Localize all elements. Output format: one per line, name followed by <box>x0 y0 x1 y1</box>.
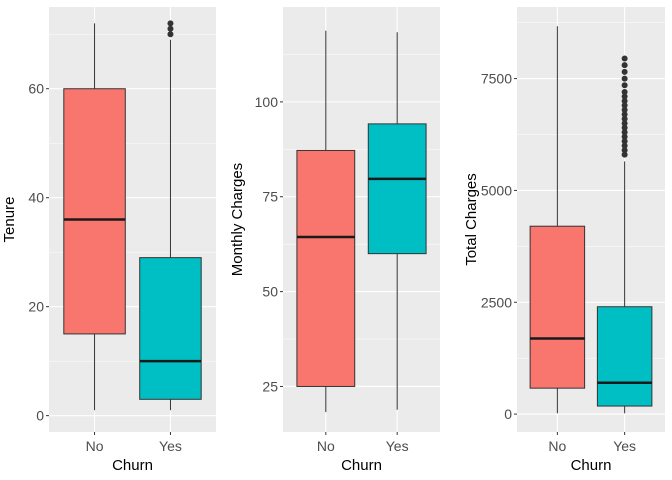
x-axis-title: Churn <box>571 457 612 474</box>
outlier-point <box>621 142 628 149</box>
box-iqr <box>63 88 126 335</box>
y-tick-label: 75 <box>262 189 278 205</box>
y-tick-label: 25 <box>262 378 278 394</box>
x-axis-title: Churn <box>341 457 382 474</box>
x-tick-label-yes: Yes <box>159 438 182 454</box>
outlier-point <box>621 62 628 69</box>
outlier-point <box>621 55 628 62</box>
y-tick-label: 40 <box>28 190 44 206</box>
y-tick-label: 2500 <box>481 294 512 310</box>
outlier-point <box>621 82 628 89</box>
x-tick-label-no: No <box>317 438 335 454</box>
outlier-point <box>621 124 628 131</box>
box-no <box>529 26 586 414</box>
outlier-point <box>621 115 628 122</box>
box-no <box>63 23 126 411</box>
y-tick-label: 100 <box>255 94 279 110</box>
outlier-point <box>621 89 628 95</box>
outlier-point <box>621 138 628 145</box>
outlier-point <box>167 31 174 38</box>
y-tick-label: 20 <box>28 299 44 315</box>
y-tick-label: 7500 <box>481 71 512 87</box>
y-axis-title: Total Charges <box>463 173 480 266</box>
x-axis-title: Churn <box>112 457 153 474</box>
y-tick-label: 5000 <box>481 182 512 198</box>
y-axis-title: Monthly Charges <box>229 163 246 276</box>
outlier-point <box>621 129 628 136</box>
outlier-point <box>621 111 628 118</box>
x-tick-label-yes: Yes <box>386 438 409 454</box>
x-tick-label-no: No <box>86 438 104 454</box>
outlier-point <box>621 75 628 82</box>
x-tick-label-no: No <box>548 438 566 454</box>
box-yes <box>367 32 427 410</box>
box-iqr <box>367 123 427 255</box>
outlier-point <box>621 133 628 140</box>
box-yes <box>596 55 653 414</box>
outlier-point <box>621 93 628 100</box>
outlier-point <box>621 120 628 127</box>
box-iqr <box>529 225 586 389</box>
box-iqr <box>596 306 653 407</box>
y-tick-label: 60 <box>28 81 44 97</box>
outlier-point <box>167 25 174 32</box>
panel-1: 0 20 40 60 No Yes Churn Tenure <box>1 7 216 474</box>
x-tick-label-yes: Yes <box>613 438 636 454</box>
y-axis-title: Tenure <box>1 197 18 243</box>
outlier-point <box>167 20 174 27</box>
y-tick-label: 0 <box>504 406 512 422</box>
box-iqr <box>296 149 356 387</box>
outlier-point <box>621 106 628 113</box>
box-no <box>296 30 356 413</box>
outlier-point <box>621 97 628 104</box>
y-tick-label: 50 <box>262 284 278 300</box>
outlier-point <box>621 68 628 75</box>
outlier-point <box>621 147 628 154</box>
outlier-point <box>621 151 628 158</box>
box-iqr <box>139 257 202 400</box>
y-tick-label: 0 <box>36 408 44 424</box>
outlier-point <box>621 102 628 109</box>
box-yes <box>139 20 202 411</box>
